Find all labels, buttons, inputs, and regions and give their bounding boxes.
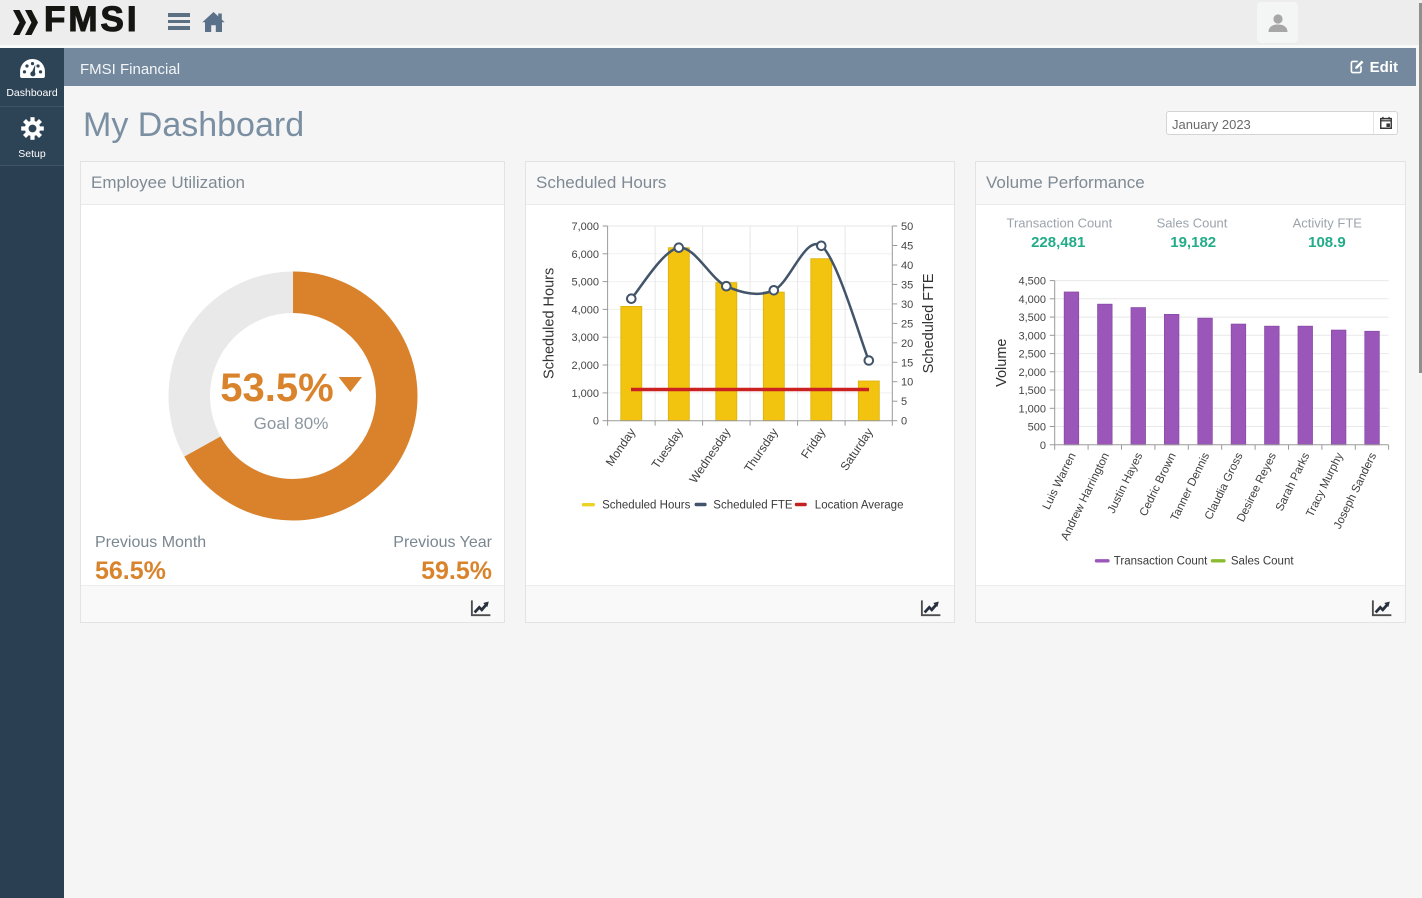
svg-text:4,000: 4,000 [571,304,599,316]
svg-text:Thursday: Thursday [741,426,781,475]
svg-text:3,500: 3,500 [1018,312,1046,324]
svg-text:Sales Count: Sales Count [1231,556,1294,568]
svg-text:Previous Year: Previous Year [393,534,492,551]
svg-text:6,000: 6,000 [571,249,599,261]
svg-text:0: 0 [901,416,907,428]
svg-text:15: 15 [901,357,913,369]
svg-text:Tuesday: Tuesday [649,426,686,472]
svg-text:5,000: 5,000 [571,277,599,289]
svg-text:19,182: 19,182 [1170,234,1216,251]
svg-text:10: 10 [901,377,913,389]
svg-text:25: 25 [901,318,913,330]
svg-text:Transaction Count: Transaction Count [1007,216,1113,231]
svg-text:59.5%: 59.5% [421,557,492,585]
svg-text:Sarah Parks: Sarah Parks [1274,451,1313,513]
svg-text:0: 0 [593,416,599,428]
svg-text:56.5%: 56.5% [95,557,166,585]
svg-text:4,000: 4,000 [1018,294,1046,306]
svg-text:53.5%: 53.5% [220,366,333,410]
svg-text:Luis Warren: Luis Warren [1041,451,1079,512]
svg-text:30: 30 [901,299,913,311]
svg-text:50: 50 [901,221,913,233]
svg-text:2,000: 2,000 [571,360,599,372]
svg-text:Friday: Friday [798,426,828,461]
svg-text:Scheduled FTE: Scheduled FTE [713,500,793,512]
svg-text:40: 40 [901,260,913,272]
svg-text:3,000: 3,000 [571,332,599,344]
svg-text:Location Average: Location Average [815,500,904,512]
svg-text:1,000: 1,000 [1018,403,1046,415]
svg-text:Activity FTE: Activity FTE [1293,216,1363,231]
svg-text:3,000: 3,000 [1018,330,1046,342]
svg-text:Scheduled Hours: Scheduled Hours [542,268,558,379]
svg-text:4,500: 4,500 [1018,276,1046,288]
svg-text:45: 45 [901,241,913,253]
svg-text:108.9: 108.9 [1308,234,1346,251]
svg-text:Volume: Volume [994,339,1010,387]
svg-text:7,000: 7,000 [571,221,599,233]
svg-text:5: 5 [901,396,907,408]
svg-text:2,000: 2,000 [1018,367,1046,379]
svg-text:Previous Month: Previous Month [95,534,206,551]
svg-text:35: 35 [901,279,913,291]
svg-text:1,000: 1,000 [571,388,599,400]
svg-text:Wednesday: Wednesday [686,426,733,486]
svg-text:Saturday: Saturday [837,426,875,474]
svg-text:500: 500 [1028,422,1046,434]
svg-text:0: 0 [1040,440,1046,452]
svg-text:Scheduled FTE: Scheduled FTE [921,273,937,373]
svg-text:2,500: 2,500 [1018,349,1046,361]
svg-text:Sales Count: Sales Count [1157,216,1228,231]
svg-text:20: 20 [901,338,913,350]
svg-text:228,481: 228,481 [1031,234,1085,251]
svg-text:Justin Hayes: Justin Hayes [1106,451,1146,516]
svg-text:Scheduled Hours: Scheduled Hours [602,500,690,512]
svg-text:Monday: Monday [603,426,638,469]
svg-text:Transaction Count: Transaction Count [1114,556,1208,568]
svg-text:Goal 80%: Goal 80% [254,414,329,433]
svg-text:1,500: 1,500 [1018,385,1046,397]
